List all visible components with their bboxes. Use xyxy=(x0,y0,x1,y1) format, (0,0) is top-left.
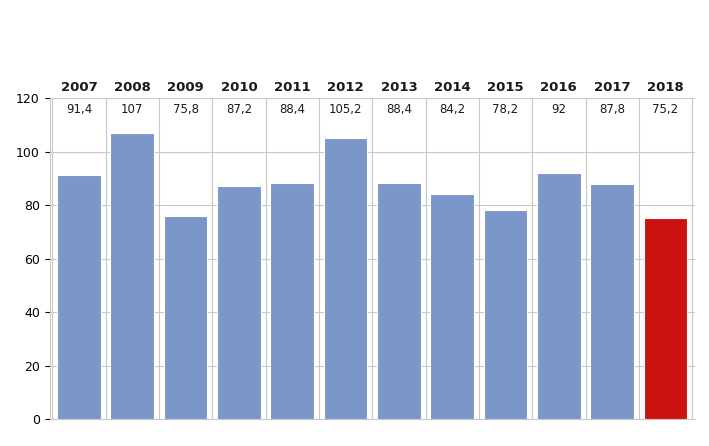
Bar xyxy=(430,194,474,419)
Text: 105,2: 105,2 xyxy=(329,103,362,116)
Bar xyxy=(484,210,527,419)
Text: 75,2: 75,2 xyxy=(652,103,679,116)
Text: 2018: 2018 xyxy=(647,81,684,94)
Text: 78,2: 78,2 xyxy=(493,103,518,116)
Bar xyxy=(270,183,314,419)
Text: 91,4: 91,4 xyxy=(66,103,92,116)
Text: 2014: 2014 xyxy=(434,81,471,94)
Bar xyxy=(644,218,687,419)
Text: 2015: 2015 xyxy=(487,81,524,94)
Text: 88,4: 88,4 xyxy=(386,103,412,116)
Text: 84,2: 84,2 xyxy=(439,103,465,116)
Text: 2009: 2009 xyxy=(167,81,204,94)
Text: 92: 92 xyxy=(552,103,566,116)
Text: 87,2: 87,2 xyxy=(226,103,252,116)
Text: 2016: 2016 xyxy=(540,81,577,94)
Text: 2008: 2008 xyxy=(114,81,151,94)
Text: 2011: 2011 xyxy=(274,81,311,94)
Bar xyxy=(324,138,367,419)
Text: 75,8: 75,8 xyxy=(172,103,199,116)
Text: 2012: 2012 xyxy=(328,81,364,94)
Bar xyxy=(164,216,208,419)
Text: 2007: 2007 xyxy=(60,81,97,94)
Bar xyxy=(57,175,101,419)
Bar xyxy=(111,133,154,419)
Text: 2010: 2010 xyxy=(220,81,257,94)
Text: 88,4: 88,4 xyxy=(279,103,306,116)
Text: 87,8: 87,8 xyxy=(599,103,625,116)
Text: 2017: 2017 xyxy=(594,81,630,94)
Bar xyxy=(537,173,581,419)
Text: 107: 107 xyxy=(121,103,143,116)
Bar xyxy=(591,184,634,419)
Bar xyxy=(217,186,261,419)
Bar xyxy=(377,183,420,419)
Text: 2013: 2013 xyxy=(381,81,418,94)
